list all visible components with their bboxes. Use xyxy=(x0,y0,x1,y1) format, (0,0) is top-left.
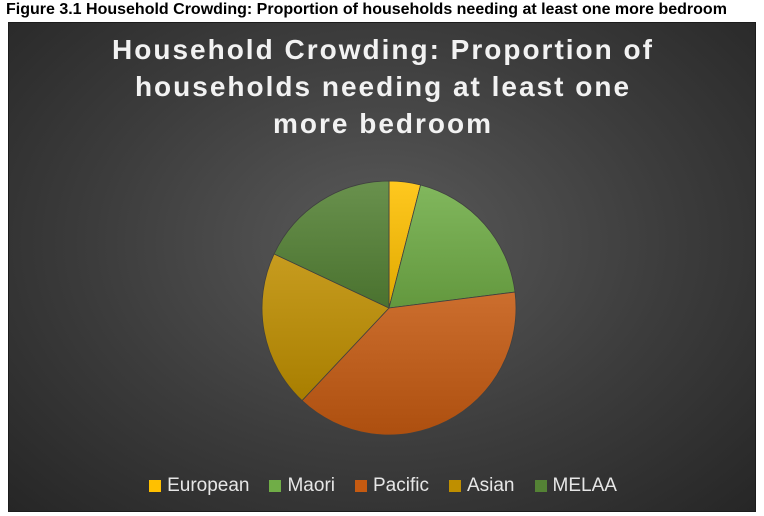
legend-label-melaa: MELAA xyxy=(552,475,617,496)
legend-item-asian: Asian xyxy=(448,475,515,497)
legend-label-asian: Asian xyxy=(466,475,515,496)
legend-item-maori: Maori xyxy=(269,475,335,497)
pie-slice-pacific xyxy=(301,291,517,436)
legend: European Maori Pacific Asian MELAA xyxy=(9,475,755,497)
legend-item-pacific: Pacific xyxy=(355,475,429,497)
legend-label-pacific: Pacific xyxy=(373,475,429,496)
chart-title-line-3: more bedroom xyxy=(272,108,494,139)
pie-slice-asian xyxy=(261,253,390,402)
legend-label-maori: Maori xyxy=(287,475,335,496)
legend-item-european: European xyxy=(149,475,249,497)
legend-label-european: European xyxy=(167,475,250,496)
pie-slice-melaa xyxy=(273,180,390,309)
legend-swatch-melaa xyxy=(534,480,547,492)
legend-swatch-pacific xyxy=(355,480,367,492)
pie-chart xyxy=(261,180,517,436)
chart-area: Household Crowding: Proportion of househ… xyxy=(8,22,756,512)
legend-item-melaa: MELAA xyxy=(534,475,617,497)
chart-title: Household Crowding: Proportion of househ… xyxy=(69,31,697,142)
legend-swatch-european xyxy=(149,480,162,492)
pie-slice-maori xyxy=(388,184,516,309)
legend-swatch-maori xyxy=(269,480,282,492)
chart-title-line-1: Household Crowding: Proportion of xyxy=(112,34,654,65)
legend-swatch-asian xyxy=(448,480,461,492)
figure-caption: Figure 3.1 Household Crowding: Proportio… xyxy=(6,1,727,18)
chart-title-line-2: households needing at least one xyxy=(134,71,632,102)
